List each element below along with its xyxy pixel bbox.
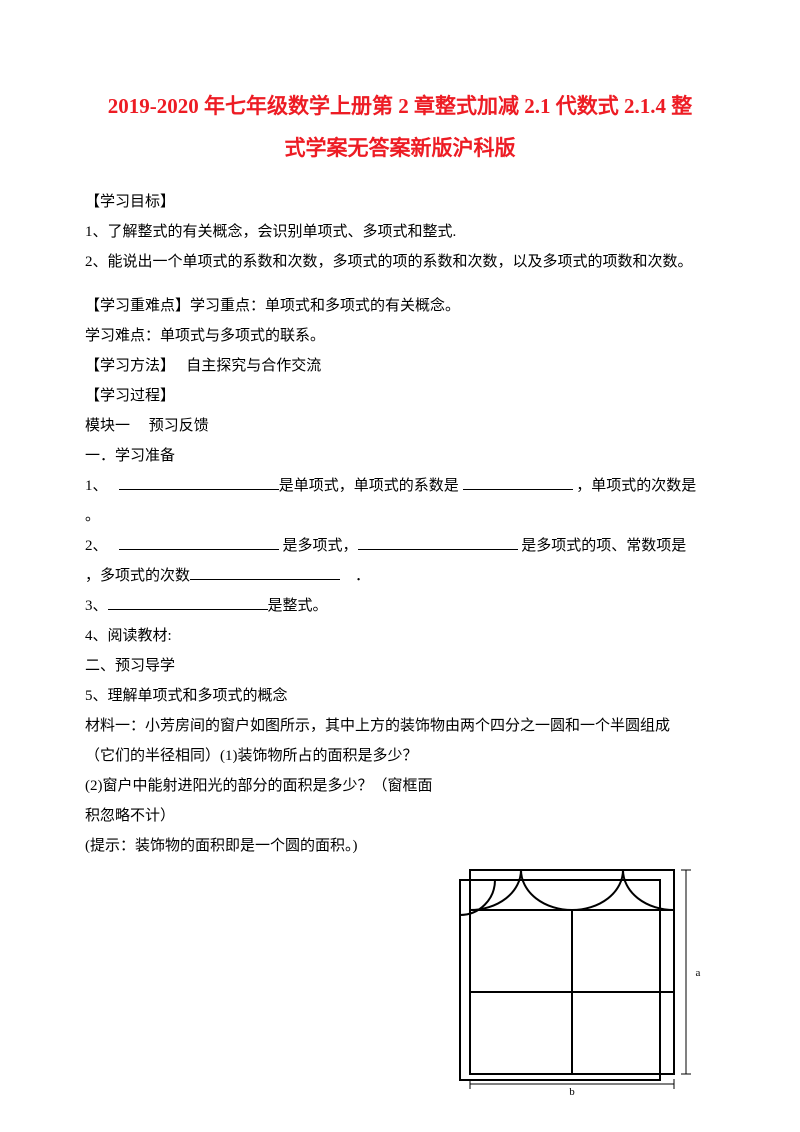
prep-heading: 一．学习准备 <box>85 441 715 471</box>
dim-b-label: b <box>569 1086 575 1097</box>
hint: (提示：装饰物的面积即是一个圆的面积。) <box>85 831 715 861</box>
material1-a: 材料一：小芳房间的窗户如图所示，其中上方的装饰物由两个四分之一圆和一个半圆组成 <box>85 711 715 741</box>
window-diagram-main: b a <box>462 862 712 1097</box>
blank-1-1 <box>119 475 279 490</box>
heading-process: 【学习过程】 <box>85 381 715 411</box>
item2-end: ． <box>355 568 370 584</box>
method-text: 自主探究与合作交流 <box>186 358 321 374</box>
blank-2-3 <box>190 565 340 580</box>
item-3: 3、 是整式。 <box>85 591 715 621</box>
item-5: 5、理解单项式和多项式的概念 <box>85 681 715 711</box>
blank-2-2 <box>358 535 518 550</box>
item2-c: 是多项式的项、常数项是 <box>518 538 687 554</box>
module-1: 模块一 预习反馈 <box>85 411 715 441</box>
item2-num: 2、 <box>85 538 108 554</box>
item3-b: 是整式。 <box>268 598 328 614</box>
blank-1-2 <box>463 475 573 490</box>
q2-a: (2)窗户中能射进阳光的部分的面积是多少？（窗框面 <box>85 771 715 801</box>
goal-2: 2、能说出一个单项式的系数和次数，多项式的项的系数和次数，以及多项式的项数和次数… <box>85 247 715 277</box>
material1-b: （它们的半径相同）(1)装饰物所占的面积是多少？ <box>85 741 715 771</box>
blank-2-1 <box>119 535 279 550</box>
module1-text: 预习反馈 <box>149 418 209 434</box>
item-2: 2、 是多项式， 是多项式的项、常数项是 <box>85 531 715 561</box>
method-label: 【学习方法】 <box>85 358 175 374</box>
section2-heading: 二、预习导学 <box>85 651 715 681</box>
item1-end: 。 <box>85 501 715 531</box>
heading-method: 【学习方法】 自主探究与合作交流 <box>85 351 715 381</box>
heading-goal: 【学习目标】 <box>85 187 715 217</box>
goal-1: 1、了解整式的有关概念，会识别单项式、多项式和整式. <box>85 217 715 247</box>
dim-a-label: a <box>696 967 701 979</box>
item1-num: 1、 <box>85 478 108 494</box>
item-2-line2: ，多项式的次数 ． <box>85 561 715 591</box>
q2-b: 积忽略不计） <box>85 801 715 831</box>
difficulty: 学习难点：单项式与多项式的联系。 <box>85 321 715 351</box>
title-line-1: 2019-2020 年七年级数学上册第 2 章整式加减 2.1 代数式 2.1.… <box>85 85 715 127</box>
item2-d: ，多项式的次数 <box>85 568 190 584</box>
item-1: 1、 是单项式，单项式的系数是 ，单项式的次数是 <box>85 471 715 501</box>
item-4: 4、阅读教材: <box>85 621 715 651</box>
item2-b: 是多项式， <box>279 538 358 554</box>
title-line-2: 式学案无答案新版沪科版 <box>85 127 715 169</box>
item1-c: ，单项式的次数是 <box>576 478 696 494</box>
blank-3-1 <box>108 595 268 610</box>
heading-keypoint: 【学习重难点】学习重点：单项式和多项式的有关概念。 <box>85 291 715 321</box>
item1-b: 是单项式，单项式的系数是 <box>279 478 459 494</box>
item3-num: 3、 <box>85 598 108 614</box>
module1-label: 模块一 <box>85 418 130 434</box>
